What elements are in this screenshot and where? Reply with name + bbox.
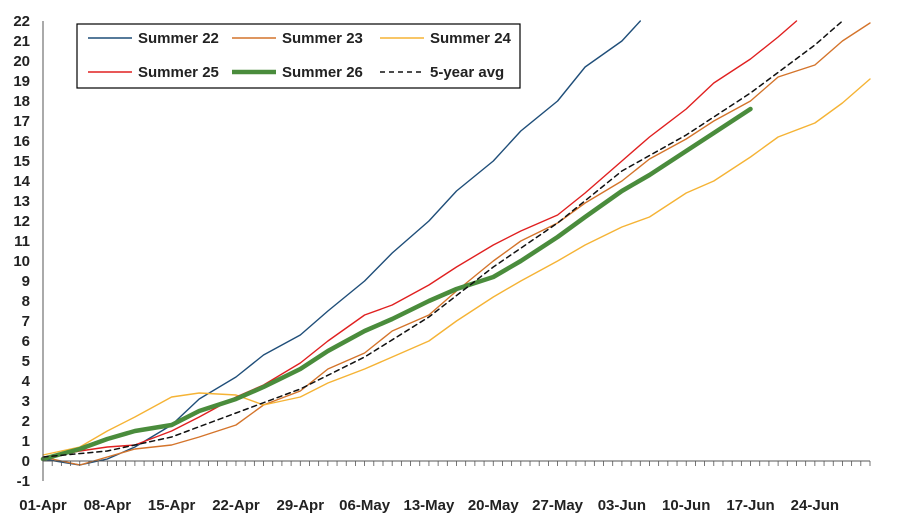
y-tick-label: 1: [22, 433, 30, 450]
legend-box: [76, 23, 521, 89]
y-tick-label: 3: [22, 393, 30, 410]
x-tick-label: 22-Apr: [212, 497, 260, 514]
x-tick-label: 24-Jun: [791, 497, 839, 514]
y-tick-label: -1: [17, 473, 30, 490]
x-tick-label: 08-Apr: [84, 497, 132, 514]
y-tick-label: 4: [22, 373, 31, 390]
x-tick-label: 20-May: [468, 497, 520, 514]
axes: [42, 21, 871, 481]
x-tick-label: 27-May: [532, 497, 584, 514]
legend: Summer 22 Summer 23 Summer 24 Summer 25 Summ…: [76, 23, 521, 89]
y-tick-label: 13: [13, 193, 30, 210]
x-tick-label: 13-May: [404, 497, 456, 514]
x-tick-label: 06-May: [339, 497, 391, 514]
x-axis-ticks: 01-Apr 08-Apr 15-Apr 22-Apr 29-Apr 06-May 13-M…: [19, 497, 839, 514]
legend-label-5-year-avg: 5-year avg: [430, 64, 504, 81]
y-tick-label: 5: [22, 353, 30, 370]
y-tick-label: 7: [22, 313, 30, 330]
y-tick-label: 2: [22, 413, 30, 430]
y-tick-label: 17: [13, 113, 30, 130]
series-line-5-year-avg: [42, 20, 844, 458]
series-line-summer-25: [42, 20, 798, 460]
x-tick-label: 15-Apr: [148, 497, 196, 514]
series-layer: [40, 20, 871, 466]
series-line-summer-26: [40, 106, 753, 462]
legend-label-summer-23: Summer 23: [282, 30, 363, 47]
y-tick-label: 15: [13, 153, 30, 170]
y-tick-label: 18: [13, 93, 30, 110]
y-tick-label: 21: [13, 33, 30, 50]
y-tick-label: 8: [22, 293, 30, 310]
x-tick-label: 17-Jun: [726, 497, 774, 514]
x-tick-label: 10-Jun: [662, 497, 710, 514]
y-tick-label: 10: [13, 253, 30, 270]
x-tick-label: 29-Apr: [277, 497, 325, 514]
y-tick-label: 16: [13, 133, 30, 150]
legend-label-summer-25: Summer 25: [138, 64, 219, 81]
y-tick-label: 9: [22, 273, 30, 290]
y-tick-label: 12: [13, 213, 30, 230]
y-tick-label: 19: [13, 73, 30, 90]
y-tick-label: 20: [13, 53, 30, 70]
legend-label-summer-22: Summer 22: [138, 30, 219, 47]
legend-label-summer-26: Summer 26: [282, 64, 363, 81]
y-tick-label: 11: [14, 233, 30, 250]
series-line-summer-24: [42, 78, 871, 456]
y-tick-label: 22: [13, 13, 30, 30]
legend-label-summer-24: Summer 24: [430, 30, 512, 47]
x-tick-label: 03-Jun: [598, 497, 646, 514]
y-tick-label: 14: [13, 173, 30, 190]
y-tick-label: 0: [22, 453, 30, 470]
x-tick-label: 01-Apr: [19, 497, 67, 514]
y-tick-label: 6: [22, 333, 30, 350]
